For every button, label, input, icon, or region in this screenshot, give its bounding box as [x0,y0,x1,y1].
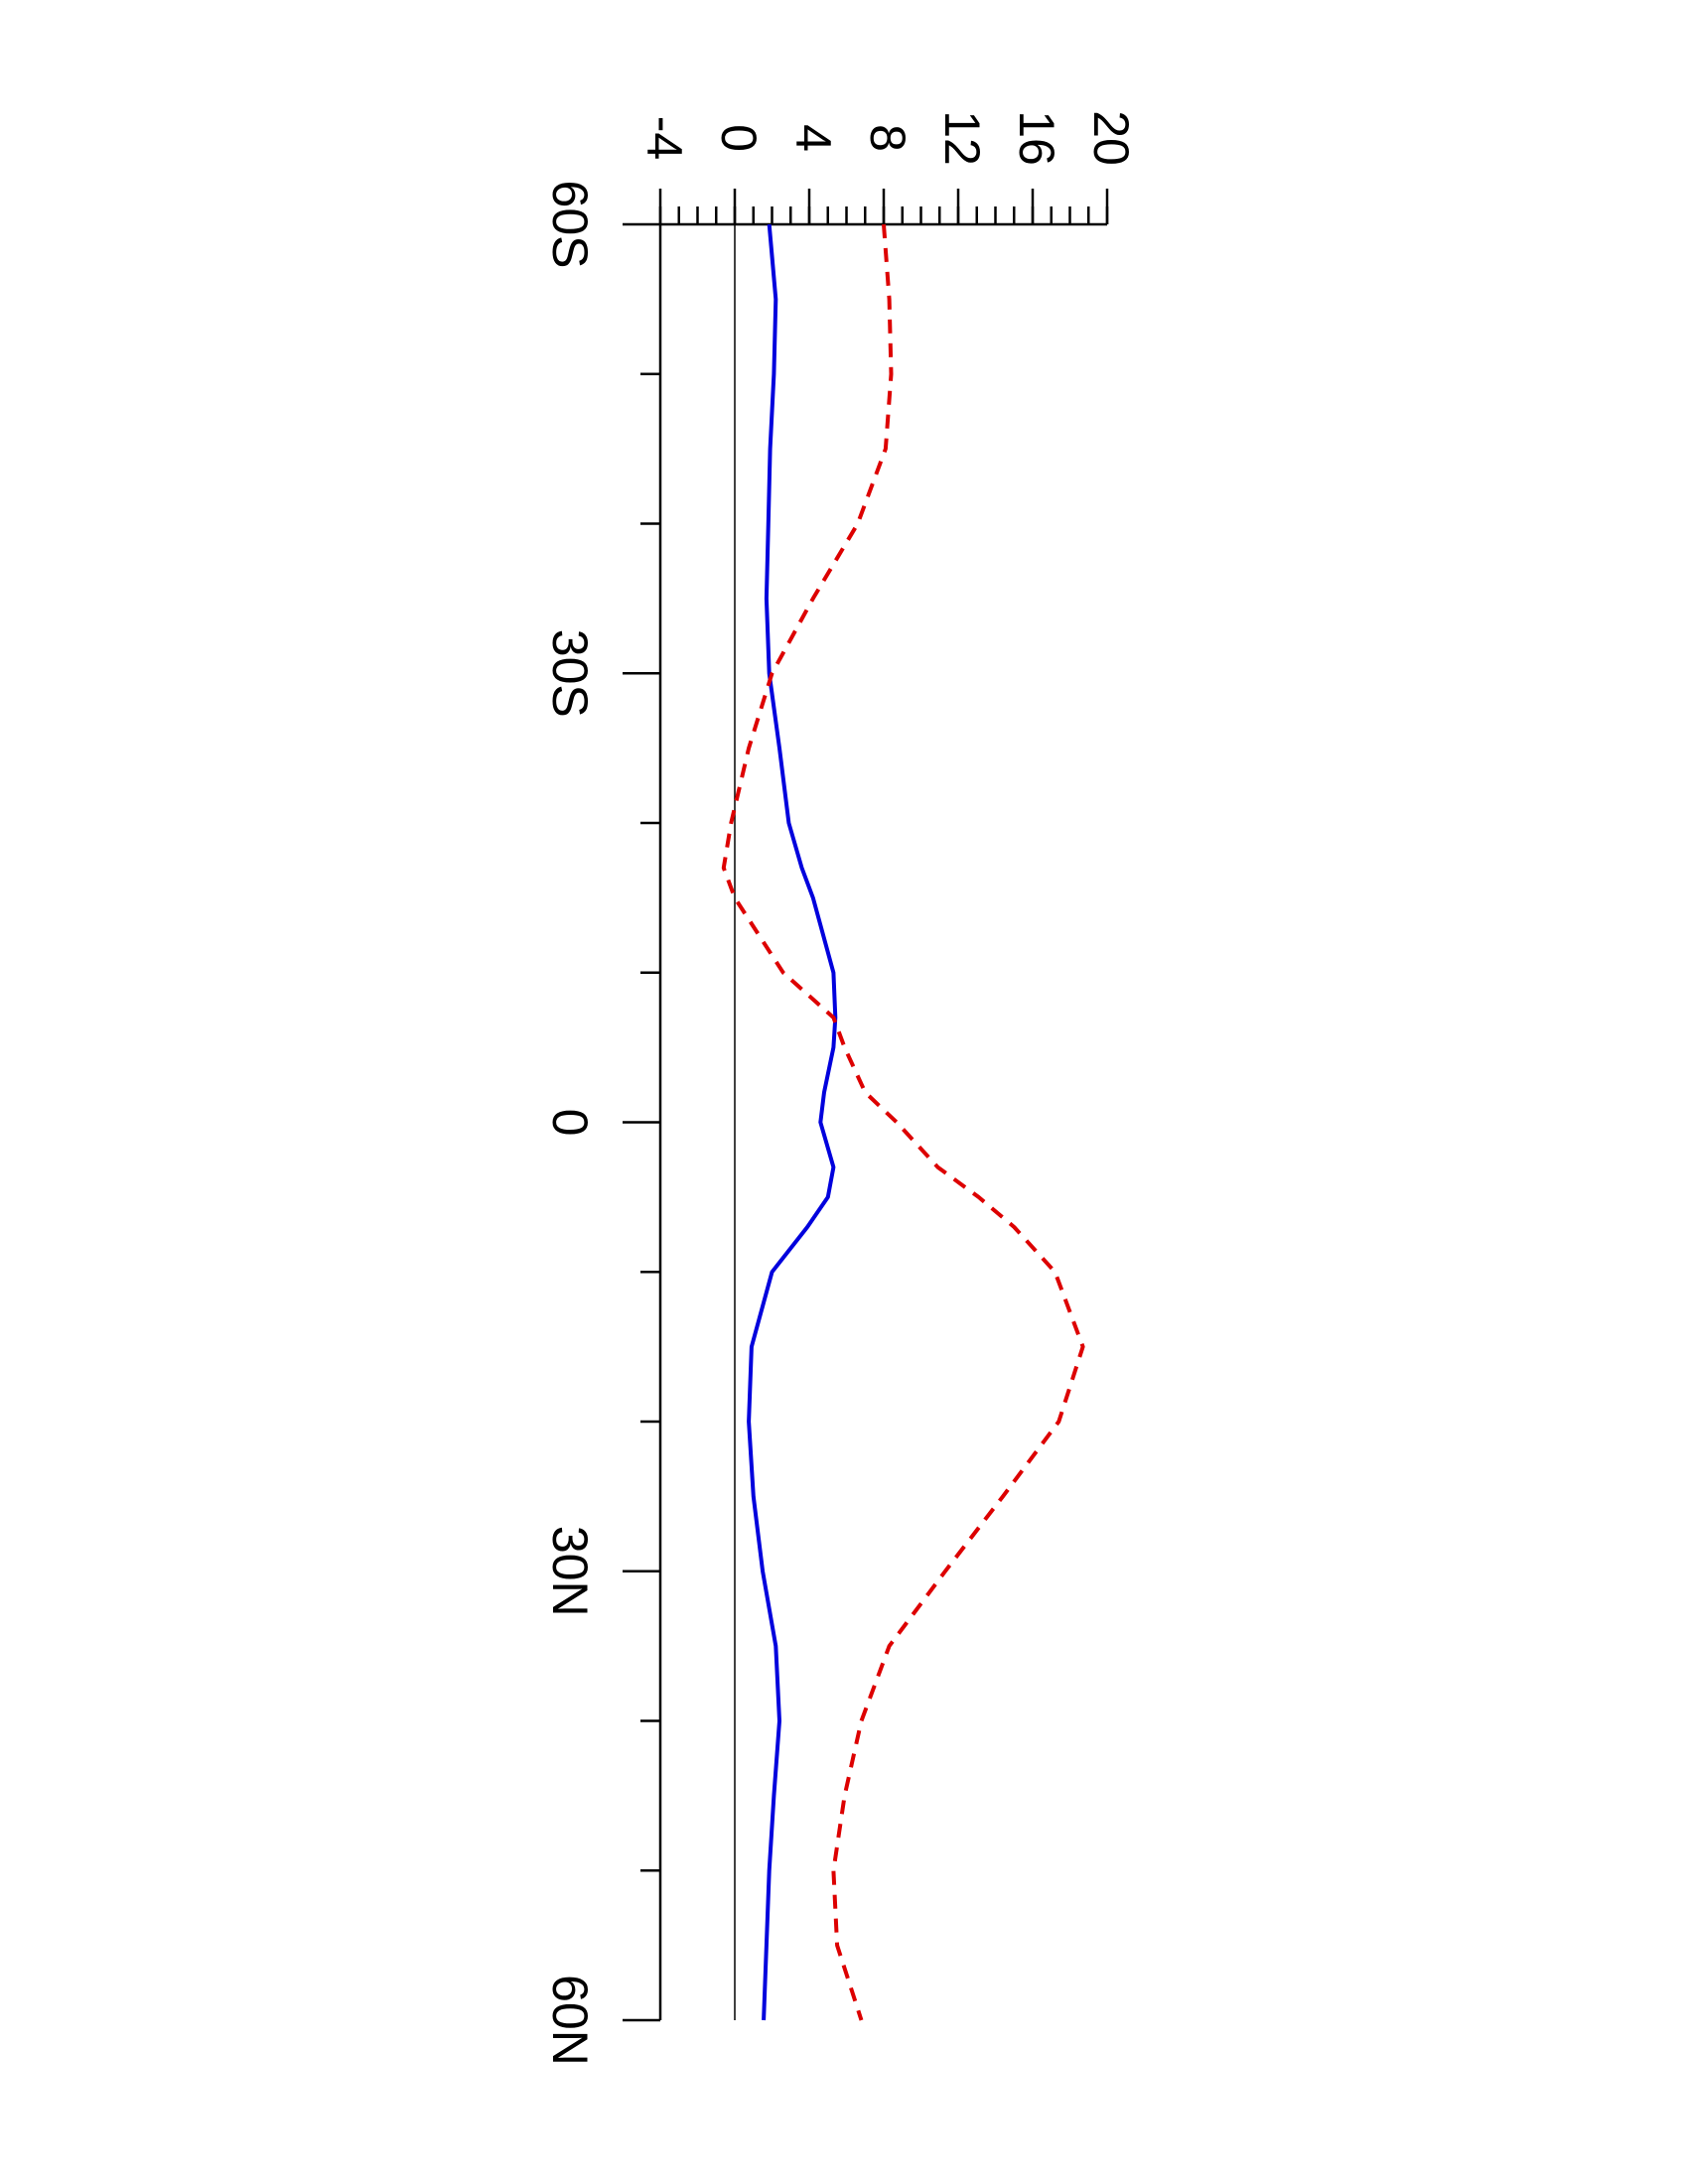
x-tick-label: 0 [542,1109,598,1137]
x-tick-label: 60S [542,181,598,269]
y-tick-label: 20 [1083,110,1139,166]
x-tick-label: 60N [542,1975,598,2066]
y-tick-label: -4 [636,116,692,160]
y-tick-label: 16 [1009,110,1064,166]
y-tick-label: 4 [785,124,841,152]
x-tick-label: 30S [542,629,598,718]
y-tick-label: 12 [934,110,990,166]
x-tick-label: 30N [542,1526,598,1617]
series-line [747,223,838,2021]
y-tick-label: 0 [711,124,767,152]
y-tick-label: 8 [860,124,915,152]
